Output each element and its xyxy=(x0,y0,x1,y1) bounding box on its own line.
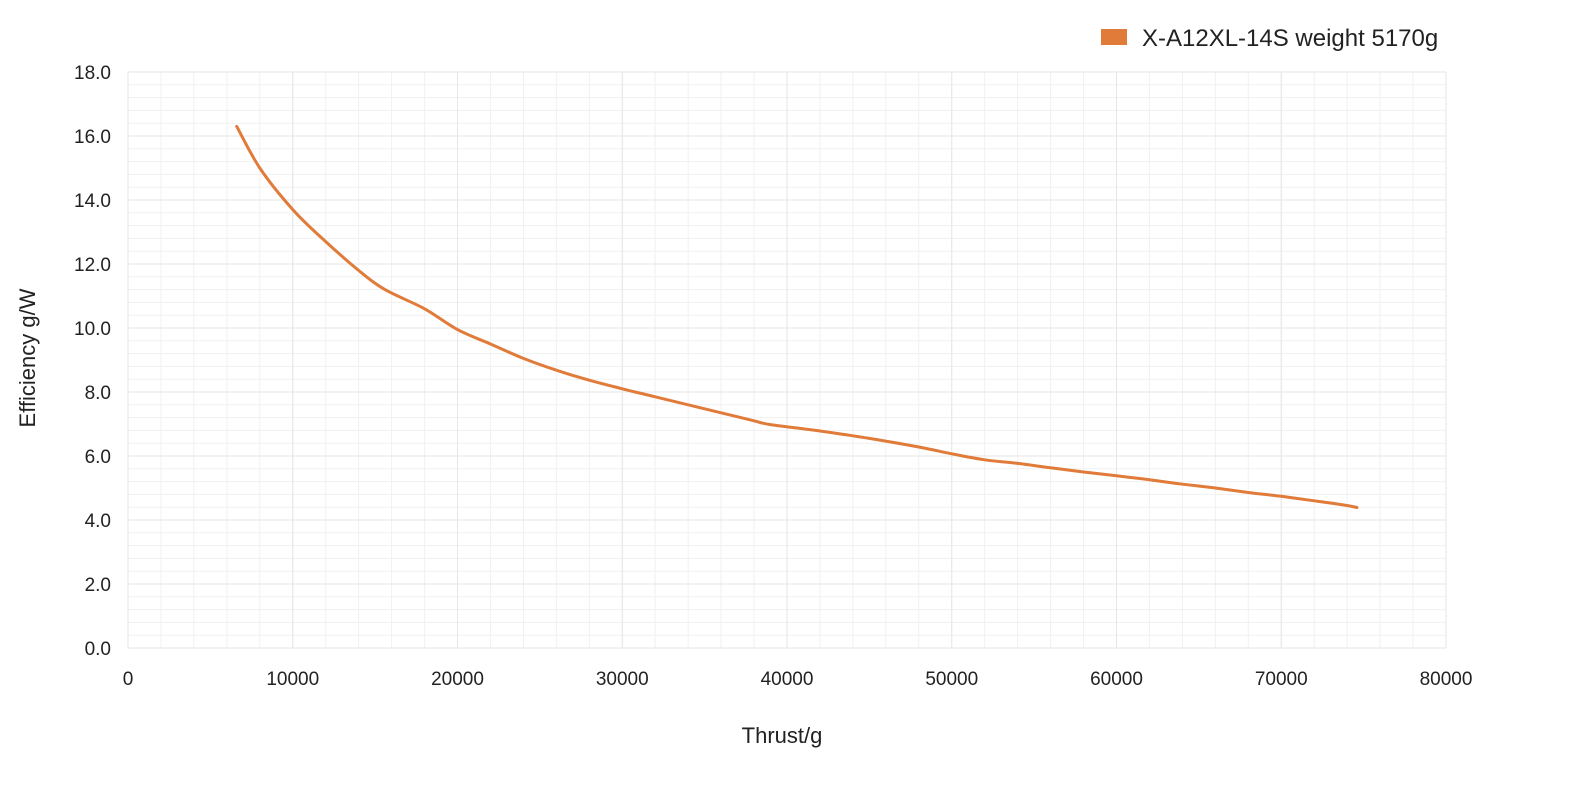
x-tick-label: 60000 xyxy=(1090,669,1143,690)
x-axis-title: Thrust/g xyxy=(742,723,823,748)
y-tick-label: 14.0 xyxy=(74,191,111,212)
y-tick-label: 2.0 xyxy=(85,575,111,596)
x-tick-label: 50000 xyxy=(925,669,978,690)
x-axis-ticks: 0 10000 20000 30000 40000 50000 60000 70000 8000… xyxy=(123,669,1473,690)
x-tick-label: 10000 xyxy=(266,669,319,690)
x-tick-label: 30000 xyxy=(596,669,649,690)
y-tick-label: 4.0 xyxy=(85,511,111,532)
y-tick-label: 8.0 xyxy=(85,383,111,404)
legend: X-A12XL-14S weight 5170g xyxy=(1101,25,1438,52)
y-axis-title: Efficiency g/W xyxy=(15,288,40,427)
series-layer xyxy=(235,124,1359,509)
y-tick-label: 10.0 xyxy=(74,319,111,340)
x-tick-label: 0 xyxy=(123,669,134,690)
legend-label: X-A12XL-14S weight 5170g xyxy=(1142,25,1438,52)
y-tick-label: 18.0 xyxy=(74,63,111,84)
series-line xyxy=(235,124,1359,509)
y-tick-label: 12.0 xyxy=(74,255,111,276)
x-tick-label: 20000 xyxy=(431,669,484,690)
y-tick-label: 16.0 xyxy=(74,127,111,148)
y-tick-label: 0.0 xyxy=(85,639,111,660)
x-tick-label: 40000 xyxy=(761,669,814,690)
y-tick-label: 6.0 xyxy=(85,447,111,468)
major-gridlines xyxy=(127,71,1447,649)
x-tick-label: 70000 xyxy=(1255,669,1308,690)
y-axis-ticks: 0.0 2.0 4.0 6.0 8.0 10.0 12.0 14.0 16.0 18.0 xyxy=(74,63,111,660)
x-tick-label: 80000 xyxy=(1420,669,1473,690)
legend-swatch xyxy=(1101,29,1127,45)
